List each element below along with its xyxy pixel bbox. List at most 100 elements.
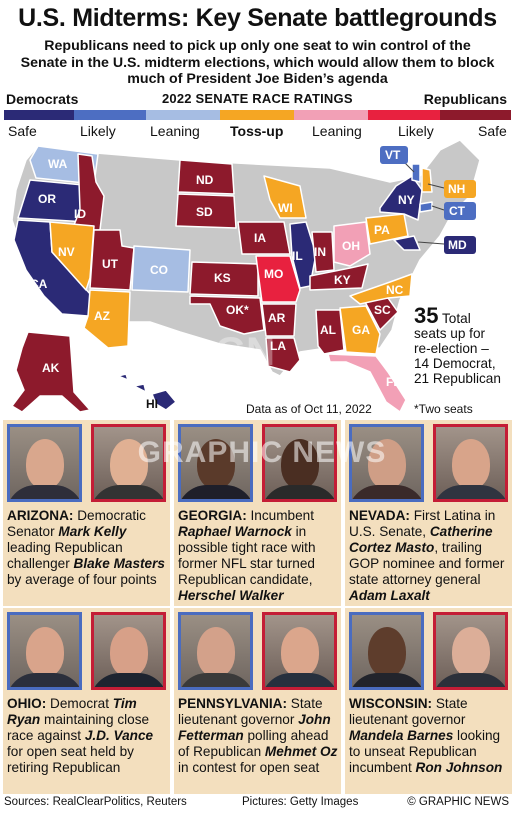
race-description: PENNSYLVANIA: State lieutenant governor … xyxy=(178,696,338,775)
shoulder-shape xyxy=(94,485,163,499)
callout-line-nh xyxy=(427,183,445,189)
state-sd xyxy=(175,193,237,229)
map-label-al: AL xyxy=(320,323,336,337)
candidate-photo-republican xyxy=(262,612,337,690)
shoulder-shape xyxy=(181,673,250,687)
candidate-photo-republican xyxy=(262,424,337,502)
face-shape xyxy=(368,439,406,489)
legend-label-leaning-r: Leaning xyxy=(312,123,362,139)
state-nd xyxy=(177,159,235,195)
map-label-ut: UT xyxy=(102,257,119,271)
face-shape xyxy=(110,627,148,677)
legend-swatch-safe-d xyxy=(4,110,74,120)
state-ok xyxy=(189,295,265,335)
shoulder-shape xyxy=(10,673,79,687)
us-senate-map: WA OR CA ID NV UT AZ CO ND SD KS OK* IA … xyxy=(11,140,481,413)
face-shape xyxy=(452,627,490,677)
callout-line-md xyxy=(417,241,445,245)
seats-stat-line5: 21 Republican xyxy=(414,371,501,386)
page-title: U.S. Midterms: Key Senate battlegrounds xyxy=(18,4,497,32)
map-label-ok: OK* xyxy=(226,303,249,317)
legend-label-leaning-d: Leaning xyxy=(150,123,200,139)
map-label-pa: PA xyxy=(374,223,390,237)
race-description: WISCONSIN: State lieutenant governor Man… xyxy=(349,696,503,775)
footer-credit: © GRAPHIC NEWS xyxy=(407,796,509,808)
map-label-or: OR xyxy=(38,192,56,206)
legend-title: 2022 SENATE RACE RATINGS xyxy=(162,91,353,106)
candidate-photo-democrat xyxy=(7,612,82,690)
callout-line-ct xyxy=(431,205,445,211)
face-shape xyxy=(197,439,235,489)
state-az xyxy=(83,289,131,349)
map-label-oh: OH xyxy=(342,239,360,253)
map-label-wa: WA xyxy=(48,157,68,171)
state-ia xyxy=(237,221,291,255)
map-label-sc: SC xyxy=(374,303,391,317)
legend-label-safe-r: Safe xyxy=(478,123,507,139)
face-shape xyxy=(110,439,148,489)
footer-pictures: Pictures: Getty Images xyxy=(242,796,359,808)
state-hi xyxy=(117,373,177,411)
candidate-photo-republican xyxy=(433,424,508,502)
watermark-text: GRAPHIC NEWS xyxy=(137,436,387,469)
candidate-photo-republican xyxy=(91,612,166,690)
legend-label-safe-d: Safe xyxy=(8,123,37,139)
map-label-id: ID xyxy=(74,207,86,221)
footer-sources: Sources: RealClearPolitics, Reuters xyxy=(4,796,187,808)
map-label-nd: ND xyxy=(196,173,214,187)
candidate-photo-democrat xyxy=(178,424,253,502)
map-label-ia: IA xyxy=(254,231,266,245)
state-ks xyxy=(189,261,259,297)
callout-box-nh xyxy=(444,180,476,198)
shoulder-shape xyxy=(10,485,79,499)
seats-stat-line2: seats up for xyxy=(414,326,486,341)
map-label-ct: CT xyxy=(449,204,466,218)
shoulder-shape xyxy=(436,673,505,687)
map-label-md: MD xyxy=(448,238,467,252)
seats-stat-line1: Total xyxy=(442,311,471,326)
state-vt xyxy=(411,163,421,183)
map-label-nc: NC xyxy=(386,283,404,297)
legend-label-likely-d: Likely xyxy=(80,123,116,139)
state-nv xyxy=(49,221,95,291)
callout-box-vt xyxy=(380,146,408,164)
seats-stat-line4: 14 Democrat, xyxy=(414,356,496,371)
map-label-nh: NH xyxy=(448,182,465,196)
state-nc xyxy=(349,273,413,305)
map-label-ny: NY xyxy=(398,193,415,207)
map-label-hi: HI xyxy=(146,397,158,411)
shoulder-shape xyxy=(265,485,334,499)
candidate-photo-republican xyxy=(433,612,508,690)
face-shape xyxy=(26,439,64,489)
race-card-nevada: NEVADA: First Latina in U.S. Senate, Cat… xyxy=(345,420,512,606)
legend-republicans-heading: Republicans xyxy=(423,91,507,107)
state-nh xyxy=(421,167,433,193)
shoulder-shape xyxy=(94,673,163,687)
state-ga xyxy=(339,305,381,355)
map-label-wi: WI xyxy=(278,201,293,215)
map-label-ar: AR xyxy=(268,311,286,325)
shoulder-shape xyxy=(352,673,421,687)
state-ak xyxy=(11,331,91,413)
map-label-vt: VT xyxy=(385,148,401,162)
face-shape xyxy=(452,439,490,489)
state-la xyxy=(265,337,301,373)
legend-swatch-likely-d xyxy=(74,110,146,120)
face-shape xyxy=(26,627,64,677)
map-label-sd: SD xyxy=(196,205,213,219)
race-description: ARIZONA: Democratic Senator Mark Kelly l… xyxy=(7,508,165,587)
candidate-photo-democrat xyxy=(349,424,424,502)
race-description: OHIO: Democrat Tim Ryan maintaining clos… xyxy=(7,696,154,775)
shoulder-shape xyxy=(436,485,505,499)
candidate-photo-democrat xyxy=(349,612,424,690)
state-id xyxy=(71,153,105,231)
state-in xyxy=(311,231,335,273)
map-label-in: IN xyxy=(314,245,326,259)
state-pa xyxy=(365,213,409,245)
map-label-nv: NV xyxy=(58,245,75,259)
race-description: GEORGIA: Incumbent Raphael Warnock in po… xyxy=(178,508,316,603)
legend-label-tossup: Toss-up xyxy=(230,123,284,139)
state-oh xyxy=(333,221,371,267)
map-label-ca: CA xyxy=(30,277,48,291)
page-subtitle: Republicans need to pick up only one sea… xyxy=(20,38,495,87)
